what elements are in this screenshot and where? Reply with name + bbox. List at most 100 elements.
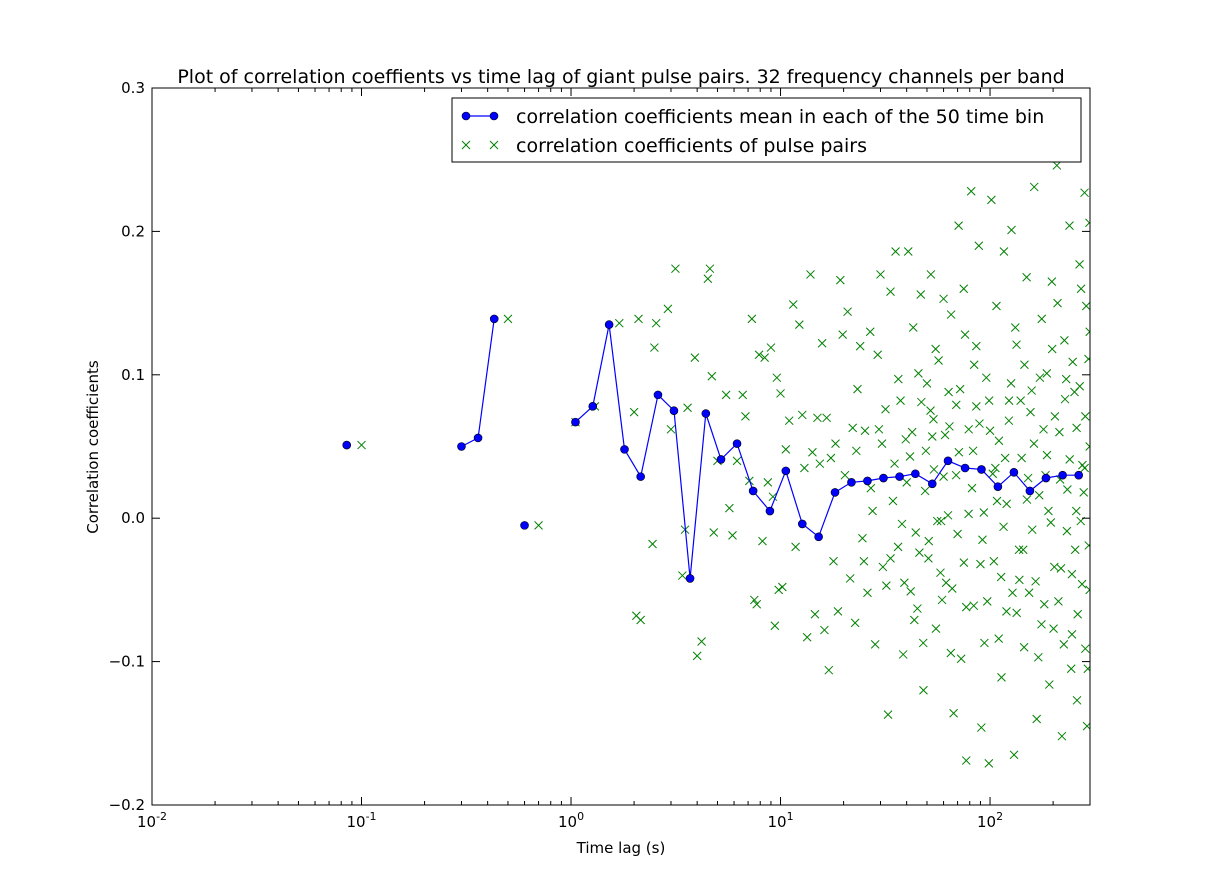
pair-point (1061, 374, 1071, 384)
pair-point (955, 384, 965, 394)
pair-point (357, 440, 366, 450)
pair-point (870, 640, 880, 649)
mean-point (879, 473, 888, 483)
mean-line (461, 318, 495, 448)
pair-point (1022, 495, 1032, 504)
mean-point (960, 463, 970, 473)
pair-point (898, 650, 908, 659)
pair-point (943, 510, 953, 520)
pair-point (1031, 576, 1040, 586)
pair-point (967, 483, 977, 493)
pair-point (971, 341, 981, 351)
pair-point (1012, 340, 1021, 350)
y-axis-label: Correlation coefficients (84, 360, 102, 534)
pair-point (1027, 525, 1037, 535)
pair-point (877, 439, 887, 448)
pair-point (1018, 545, 1028, 555)
pair-point (969, 360, 979, 370)
pair-point (1014, 545, 1024, 555)
legend-box (451, 97, 1082, 163)
pair-point (768, 492, 778, 502)
pair-point (1077, 579, 1087, 589)
pair-point (1016, 396, 1026, 405)
pair-point (1012, 608, 1022, 618)
pair-point (1039, 424, 1048, 434)
pair-point (1054, 597, 1063, 606)
pair-point (984, 759, 994, 768)
pair-point (959, 558, 969, 568)
pair-point (979, 508, 989, 517)
pair-point (1017, 453, 1026, 463)
mean-point (636, 472, 645, 481)
pair-point (959, 284, 969, 294)
mean-point (520, 521, 529, 530)
pair-point (878, 562, 888, 572)
pair-point (859, 556, 869, 566)
pair-point (1032, 714, 1042, 724)
legend: correlation coefficients mean in each of… (451, 97, 1082, 163)
pair-point (981, 373, 991, 383)
pair-point (760, 353, 770, 362)
pair-point (705, 264, 715, 274)
pair-point (1079, 488, 1089, 497)
pair-point (954, 221, 963, 231)
y-tick-label: 0.1 (121, 366, 145, 384)
mean-point (604, 320, 614, 329)
pair-point (678, 571, 687, 580)
pair-point (936, 516, 946, 526)
x-tick-label: 100 (558, 810, 584, 831)
pair-point (999, 247, 1009, 256)
pair-point (741, 412, 750, 421)
pair-point (758, 536, 767, 546)
pair-point (940, 430, 950, 440)
pair-point (754, 350, 764, 360)
mean-point (748, 486, 758, 496)
mean-point (765, 506, 775, 516)
pair-point (1084, 541, 1090, 550)
mean-point (814, 532, 823, 542)
pair-point (1083, 664, 1090, 674)
pair-point (926, 270, 936, 279)
pair-point (901, 434, 911, 444)
pair-point (971, 401, 981, 411)
pair-point (924, 536, 934, 546)
pair-point (1063, 485, 1072, 494)
pair-point (886, 553, 895, 563)
pair-point (770, 621, 780, 631)
y-tick-label: 0.0 (121, 509, 145, 527)
pair-point (932, 516, 942, 526)
mean-point (781, 466, 791, 476)
pair-point (1037, 619, 1046, 629)
pair-point (795, 320, 804, 329)
pair-point (663, 304, 673, 314)
mean-point (473, 433, 483, 443)
mean-point (1041, 473, 1051, 483)
pair-point (1057, 731, 1067, 741)
pair-point (934, 356, 943, 365)
x-tick-label: 102 (977, 810, 1003, 831)
pair-point (822, 413, 831, 423)
pair-point (1000, 453, 1010, 463)
mean-point (685, 574, 695, 583)
pair-point (1029, 182, 1039, 192)
pair-point (690, 353, 700, 362)
pair-point (1080, 412, 1090, 421)
pair-point (1080, 188, 1089, 198)
pair-point (650, 343, 659, 352)
pair-point (1075, 381, 1085, 391)
pair-point (1047, 277, 1057, 286)
legend-mean-marker (461, 111, 471, 121)
mean-point (571, 417, 580, 427)
pair-point (732, 456, 742, 466)
pair-point (936, 568, 945, 578)
pair-point (953, 529, 962, 539)
pair-point (845, 574, 855, 583)
pair-point (905, 452, 915, 461)
mean-point (489, 314, 499, 324)
x-tick-label: 10-1 (346, 810, 376, 831)
pair-point (968, 446, 978, 456)
pair-point (802, 632, 812, 642)
pair-point (1068, 357, 1078, 367)
pair-point (893, 374, 903, 384)
pair-point (1080, 463, 1090, 473)
